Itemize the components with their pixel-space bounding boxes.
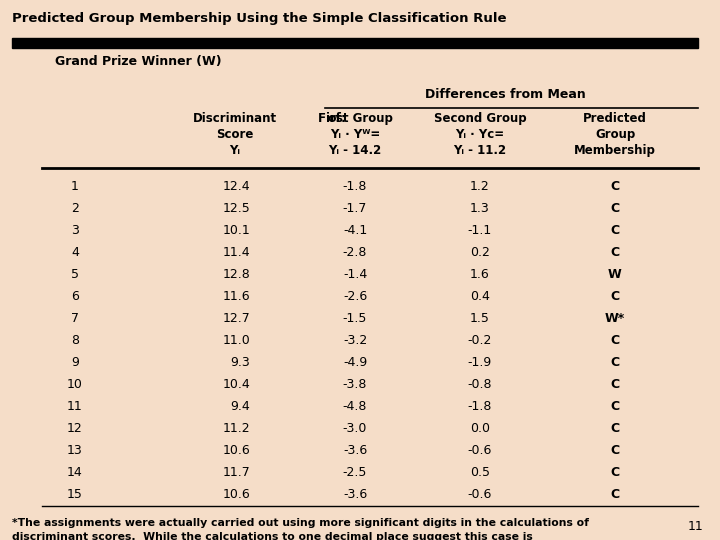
Text: 1: 1 bbox=[71, 180, 79, 193]
Text: Membership: Membership bbox=[574, 144, 656, 157]
Text: -1.7: -1.7 bbox=[343, 202, 367, 215]
Text: 5: 5 bbox=[71, 268, 79, 281]
Text: -1.8: -1.8 bbox=[343, 180, 367, 193]
Text: -0.6: -0.6 bbox=[468, 488, 492, 501]
Text: 10: 10 bbox=[67, 378, 83, 391]
Text: 11: 11 bbox=[67, 400, 83, 413]
Text: C: C bbox=[611, 290, 620, 303]
Text: C: C bbox=[611, 202, 620, 215]
Text: 1.5: 1.5 bbox=[470, 312, 490, 325]
Text: 11.7: 11.7 bbox=[222, 466, 250, 479]
Text: -3.2: -3.2 bbox=[343, 334, 367, 347]
Text: C: C bbox=[611, 488, 620, 501]
Text: Yᵢ · Yᵂ=: Yᵢ · Yᵂ= bbox=[330, 128, 380, 141]
Text: W*: W* bbox=[605, 312, 625, 325]
Text: 0.5: 0.5 bbox=[470, 466, 490, 479]
Text: 1.2: 1.2 bbox=[470, 180, 490, 193]
Text: -1.4: -1.4 bbox=[343, 268, 367, 281]
Text: 9: 9 bbox=[71, 356, 79, 369]
Text: -1.9: -1.9 bbox=[468, 356, 492, 369]
Text: -4.9: -4.9 bbox=[343, 356, 367, 369]
Text: 13: 13 bbox=[67, 444, 83, 457]
Text: 10.4: 10.4 bbox=[222, 378, 250, 391]
Text: 1.6: 1.6 bbox=[470, 268, 490, 281]
Text: 11.4: 11.4 bbox=[222, 246, 250, 259]
Text: of:: of: bbox=[327, 112, 346, 125]
Text: Grand Prize Winner (W): Grand Prize Winner (W) bbox=[55, 55, 222, 68]
Text: 0.2: 0.2 bbox=[470, 246, 490, 259]
Text: -1.8: -1.8 bbox=[468, 400, 492, 413]
Text: -2.5: -2.5 bbox=[343, 466, 367, 479]
Text: 2: 2 bbox=[71, 202, 79, 215]
Text: C: C bbox=[611, 180, 620, 193]
Text: C: C bbox=[611, 444, 620, 457]
Text: 6: 6 bbox=[71, 290, 79, 303]
Text: -3.0: -3.0 bbox=[343, 422, 367, 435]
Text: -1.5: -1.5 bbox=[343, 312, 367, 325]
Text: W: W bbox=[608, 268, 622, 281]
Text: C: C bbox=[611, 224, 620, 237]
Text: -2.6: -2.6 bbox=[343, 290, 367, 303]
Text: 3: 3 bbox=[71, 224, 79, 237]
Text: 0.0: 0.0 bbox=[470, 422, 490, 435]
Text: Predicted: Predicted bbox=[583, 112, 647, 125]
Text: 10.1: 10.1 bbox=[222, 224, 250, 237]
Text: Score: Score bbox=[216, 128, 253, 141]
Text: -2.8: -2.8 bbox=[343, 246, 367, 259]
Text: -0.2: -0.2 bbox=[468, 334, 492, 347]
Text: 11: 11 bbox=[688, 520, 703, 533]
Text: 4: 4 bbox=[71, 246, 79, 259]
Text: -0.8: -0.8 bbox=[468, 378, 492, 391]
Text: 15: 15 bbox=[67, 488, 83, 501]
Text: -0.6: -0.6 bbox=[468, 444, 492, 457]
Text: Yᵢ - 11.2: Yᵢ - 11.2 bbox=[454, 144, 507, 157]
Text: -4.1: -4.1 bbox=[343, 224, 367, 237]
Text: 11.6: 11.6 bbox=[222, 290, 250, 303]
Text: 9.3: 9.3 bbox=[230, 356, 250, 369]
Text: discriminant scores.  While the calculations to one decimal place suggest this c: discriminant scores. While the calculati… bbox=[12, 532, 533, 540]
Text: 9.4: 9.4 bbox=[230, 400, 250, 413]
Text: C: C bbox=[611, 422, 620, 435]
Text: -3.6: -3.6 bbox=[343, 444, 367, 457]
Text: 14: 14 bbox=[67, 466, 83, 479]
Text: 11.2: 11.2 bbox=[222, 422, 250, 435]
Text: 8: 8 bbox=[71, 334, 79, 347]
Text: -3.8: -3.8 bbox=[343, 378, 367, 391]
Text: -1.1: -1.1 bbox=[468, 224, 492, 237]
Text: C: C bbox=[611, 356, 620, 369]
Text: 12.7: 12.7 bbox=[222, 312, 250, 325]
Text: C: C bbox=[611, 466, 620, 479]
Text: -3.6: -3.6 bbox=[343, 488, 367, 501]
Text: 12.5: 12.5 bbox=[222, 202, 250, 215]
Text: 10.6: 10.6 bbox=[222, 488, 250, 501]
Text: 7: 7 bbox=[71, 312, 79, 325]
Text: Predicted Group Membership Using the Simple Classification Rule: Predicted Group Membership Using the Sim… bbox=[12, 12, 506, 25]
Text: Second Group: Second Group bbox=[433, 112, 526, 125]
Text: Yᵢ: Yᵢ bbox=[230, 144, 240, 157]
Text: Differences from Mean: Differences from Mean bbox=[425, 88, 585, 101]
Text: C: C bbox=[611, 378, 620, 391]
Text: C: C bbox=[611, 334, 620, 347]
Text: 1.3: 1.3 bbox=[470, 202, 490, 215]
Text: 10.6: 10.6 bbox=[222, 444, 250, 457]
Text: Yᵢ - 14.2: Yᵢ - 14.2 bbox=[328, 144, 382, 157]
Text: 11.0: 11.0 bbox=[222, 334, 250, 347]
Text: C: C bbox=[611, 246, 620, 259]
Text: Yᵢ · Yᴄ=: Yᵢ · Yᴄ= bbox=[456, 128, 505, 141]
Text: 12.8: 12.8 bbox=[222, 268, 250, 281]
Text: 0.4: 0.4 bbox=[470, 290, 490, 303]
Text: *The assignments were actually carried out using more significant digits in the : *The assignments were actually carried o… bbox=[12, 518, 589, 528]
Text: 12: 12 bbox=[67, 422, 83, 435]
Text: Discriminant: Discriminant bbox=[193, 112, 277, 125]
Text: -4.8: -4.8 bbox=[343, 400, 367, 413]
Text: C: C bbox=[611, 400, 620, 413]
Text: 12.4: 12.4 bbox=[222, 180, 250, 193]
Text: Group: Group bbox=[595, 128, 635, 141]
Text: First Group: First Group bbox=[318, 112, 392, 125]
